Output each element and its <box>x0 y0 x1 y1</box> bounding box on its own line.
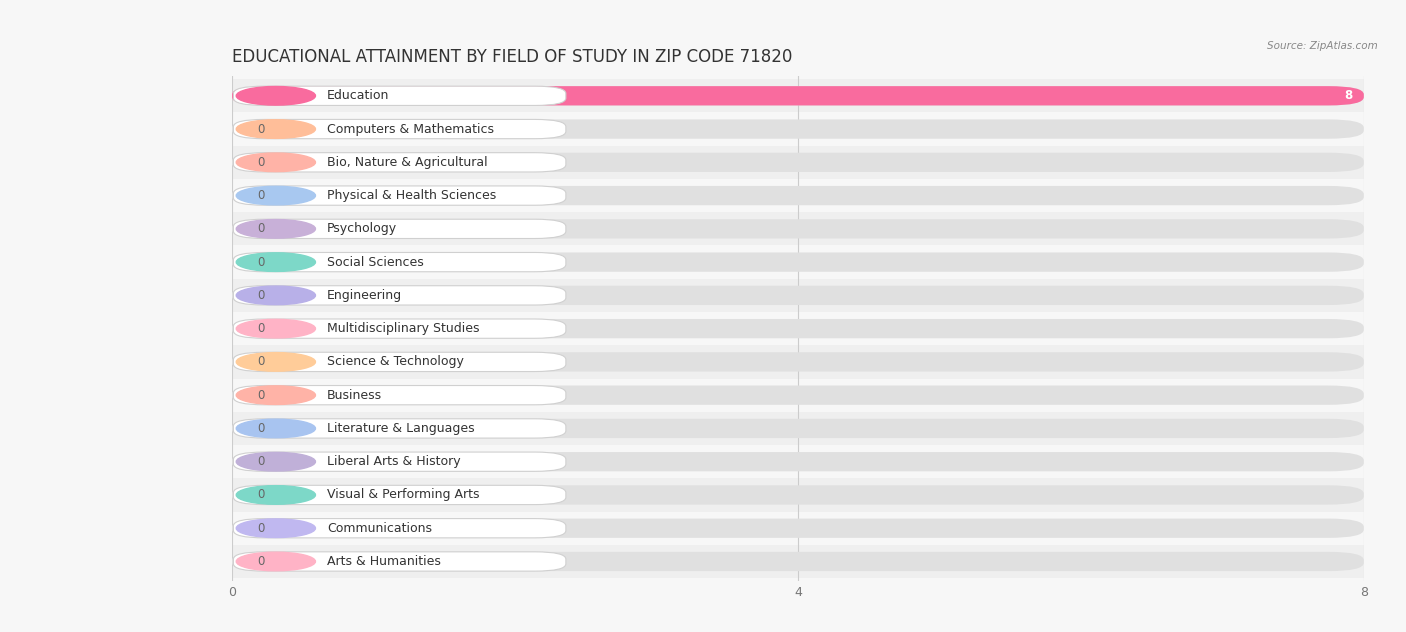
Bar <box>232 345 1364 379</box>
Circle shape <box>236 485 315 504</box>
Circle shape <box>236 253 315 271</box>
Circle shape <box>236 419 315 438</box>
Bar <box>232 412 1364 445</box>
FancyBboxPatch shape <box>233 352 565 372</box>
FancyBboxPatch shape <box>232 352 1364 372</box>
Text: 0: 0 <box>257 123 264 135</box>
Text: 0: 0 <box>257 289 264 302</box>
Circle shape <box>236 453 315 471</box>
Bar <box>232 179 1364 212</box>
Text: Psychology: Psychology <box>326 222 396 235</box>
Circle shape <box>236 219 315 238</box>
Text: Multidisciplinary Studies: Multidisciplinary Studies <box>326 322 479 335</box>
FancyBboxPatch shape <box>232 119 1364 138</box>
Text: EDUCATIONAL ATTAINMENT BY FIELD OF STUDY IN ZIP CODE 71820: EDUCATIONAL ATTAINMENT BY FIELD OF STUDY… <box>232 48 793 66</box>
Text: 0: 0 <box>257 189 264 202</box>
Text: 0: 0 <box>257 222 264 235</box>
Text: Arts & Humanities: Arts & Humanities <box>326 555 440 568</box>
Text: Literature & Languages: Literature & Languages <box>326 422 474 435</box>
Text: 8: 8 <box>1344 89 1353 102</box>
Text: Business: Business <box>326 389 382 402</box>
FancyBboxPatch shape <box>233 186 565 205</box>
Bar <box>232 445 1364 478</box>
Bar <box>232 79 1364 112</box>
Bar <box>232 379 1364 412</box>
FancyBboxPatch shape <box>233 452 565 471</box>
Circle shape <box>236 87 315 105</box>
Text: Education: Education <box>326 89 389 102</box>
FancyBboxPatch shape <box>232 153 1364 172</box>
FancyBboxPatch shape <box>233 419 565 438</box>
Text: Engineering: Engineering <box>326 289 402 302</box>
Text: 0: 0 <box>257 489 264 501</box>
FancyBboxPatch shape <box>233 119 565 138</box>
Text: Physical & Health Sciences: Physical & Health Sciences <box>326 189 496 202</box>
Bar <box>232 279 1364 312</box>
Circle shape <box>236 319 315 338</box>
FancyBboxPatch shape <box>232 485 1364 504</box>
Circle shape <box>236 519 315 538</box>
FancyBboxPatch shape <box>232 186 1364 205</box>
FancyBboxPatch shape <box>233 153 565 172</box>
FancyBboxPatch shape <box>232 386 1364 405</box>
Text: 0: 0 <box>257 522 264 535</box>
Text: 0: 0 <box>257 555 264 568</box>
Text: Bio, Nature & Agricultural: Bio, Nature & Agricultural <box>326 156 488 169</box>
Text: Computers & Mathematics: Computers & Mathematics <box>326 123 494 135</box>
Text: 0: 0 <box>257 156 264 169</box>
FancyBboxPatch shape <box>232 552 1364 571</box>
Bar <box>232 511 1364 545</box>
Text: Visual & Performing Arts: Visual & Performing Arts <box>326 489 479 501</box>
FancyBboxPatch shape <box>232 86 1364 106</box>
Circle shape <box>236 119 315 138</box>
Bar <box>232 478 1364 511</box>
FancyBboxPatch shape <box>233 219 565 238</box>
Bar <box>232 312 1364 345</box>
Bar <box>232 545 1364 578</box>
Circle shape <box>236 386 315 404</box>
Text: 0: 0 <box>257 355 264 368</box>
FancyBboxPatch shape <box>233 552 565 571</box>
Text: Source: ZipAtlas.com: Source: ZipAtlas.com <box>1267 41 1378 51</box>
FancyBboxPatch shape <box>232 319 1364 338</box>
FancyBboxPatch shape <box>232 419 1364 438</box>
FancyBboxPatch shape <box>233 519 565 538</box>
FancyBboxPatch shape <box>232 452 1364 471</box>
FancyBboxPatch shape <box>233 319 565 338</box>
Text: Liberal Arts & History: Liberal Arts & History <box>326 455 460 468</box>
Text: 0: 0 <box>257 255 264 269</box>
FancyBboxPatch shape <box>233 485 565 504</box>
FancyBboxPatch shape <box>232 286 1364 305</box>
Text: 0: 0 <box>257 455 264 468</box>
FancyBboxPatch shape <box>233 252 565 272</box>
FancyBboxPatch shape <box>232 252 1364 272</box>
Text: Social Sciences: Social Sciences <box>326 255 423 269</box>
Text: Science & Technology: Science & Technology <box>326 355 464 368</box>
Bar <box>232 146 1364 179</box>
FancyBboxPatch shape <box>233 386 565 405</box>
Text: 0: 0 <box>257 422 264 435</box>
FancyBboxPatch shape <box>233 86 565 106</box>
Circle shape <box>236 552 315 571</box>
Circle shape <box>236 353 315 371</box>
Circle shape <box>236 186 315 205</box>
Circle shape <box>236 153 315 172</box>
Bar <box>232 212 1364 245</box>
Bar <box>232 112 1364 146</box>
FancyBboxPatch shape <box>232 519 1364 538</box>
FancyBboxPatch shape <box>232 86 1364 106</box>
Text: Communications: Communications <box>326 522 432 535</box>
Text: 0: 0 <box>257 322 264 335</box>
Bar <box>232 245 1364 279</box>
Text: 0: 0 <box>257 389 264 402</box>
FancyBboxPatch shape <box>233 286 565 305</box>
FancyBboxPatch shape <box>232 219 1364 238</box>
Circle shape <box>236 286 315 305</box>
